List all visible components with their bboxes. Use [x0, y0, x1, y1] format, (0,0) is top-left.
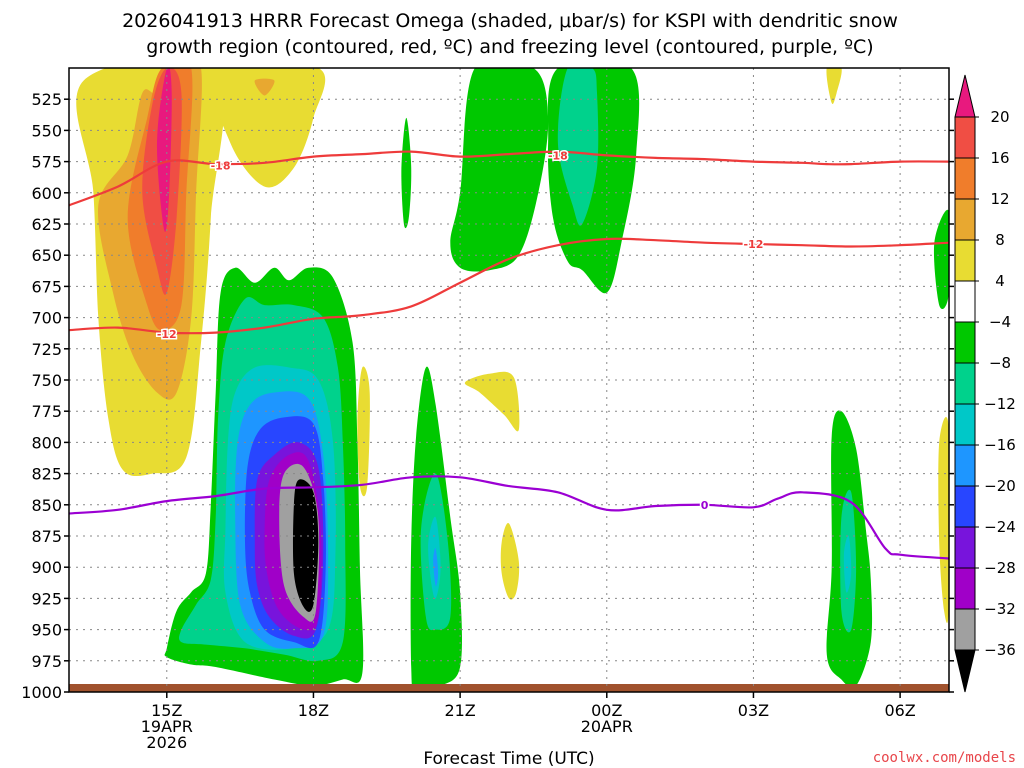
omega-region-6: [938, 416, 949, 623]
y-tick-label-800: 800: [31, 433, 62, 452]
colorbar-bin-8: [954, 403, 976, 446]
omega-region-18: [933, 209, 949, 309]
omega-region-8: [254, 78, 275, 96]
y-tick-label-625: 625: [31, 215, 62, 234]
colorbar-label-5: −4: [989, 313, 1011, 331]
omega-region-11: [156, 68, 172, 232]
colorbar-bin-3: [954, 198, 976, 241]
colorbar-label-0: 20: [990, 108, 1009, 126]
contour-line-2: [69, 475, 949, 560]
omega-region-27: [433, 548, 439, 587]
colorbar-label-7: −12: [984, 395, 1016, 413]
colorbar-label-4: 4: [995, 272, 1005, 290]
x-tick-label-2-3: 2026: [146, 733, 187, 752]
colorbar-label-2: 12: [990, 190, 1009, 208]
y-tick-label-750: 750: [31, 371, 62, 390]
colorbar-label-12: −32: [984, 600, 1016, 618]
x-axis-label: Forecast Time (UTC): [423, 749, 594, 768]
y-tick-label-600: 600: [31, 184, 62, 203]
contour-label-0-0: -18: [211, 159, 231, 172]
omega-region-3: [500, 523, 520, 600]
colorbar-bin-12: [954, 567, 976, 610]
omega-region-1: [210, 68, 326, 188]
y-tick-label-1000: 1000: [21, 683, 62, 702]
y-tick-label-975: 975: [31, 652, 62, 671]
colorbar-label-3: 8: [995, 231, 1005, 249]
colorbar-label-9: −20: [984, 477, 1016, 495]
colorbar-bin-7: [954, 362, 976, 405]
contour-line-1: [69, 237, 949, 335]
y-tick-label-575: 575: [31, 153, 62, 172]
y-tick-label-725: 725: [31, 340, 62, 359]
colorbar-bin-10: [954, 485, 976, 528]
colorbar-label-8: −16: [984, 436, 1016, 454]
omega-shading: [76, 68, 949, 691]
colorbar-bin-5: [954, 280, 976, 323]
y-tick-label-650: 650: [31, 246, 62, 265]
contour-label-2-0: 0: [701, 499, 709, 512]
colorbar-label-6: −8: [989, 354, 1011, 372]
y-tick-label-900: 900: [31, 558, 62, 577]
omega-region-5: [826, 68, 842, 104]
grid-lines: [69, 68, 949, 692]
y-axis: 525 550 575 600 625 650 675 700 725 750 775 800 825 8…: [21, 90, 954, 702]
colorbar: 20 16 12 8 4 −4 −8 −12 −16 −20 −24 −28 −32 −36: [954, 74, 1016, 693]
colorbar-bin-13: [954, 608, 976, 651]
colorbar-bin-4: [954, 239, 976, 282]
y-tick-label-700: 700: [31, 309, 62, 328]
y-tick-label-675: 675: [31, 277, 62, 296]
colorbar-bin-6: [954, 321, 976, 364]
colorbar-bin-2: [954, 157, 976, 200]
x-tick-label-14-1: 03Z: [738, 701, 769, 720]
credit-text: coolwx.com/models: [873, 750, 1016, 766]
contour-label-1-1: -12: [744, 238, 764, 251]
colorbar-bin-1: [954, 116, 976, 159]
y-tick-label-825: 825: [31, 465, 62, 484]
x-tick-label-2-2: 19APR: [141, 717, 193, 736]
colorbar-bin-9: [954, 444, 976, 487]
omega-region-32: [292, 479, 319, 612]
colorbar-label-1: 16: [990, 149, 1009, 167]
omega-region-15: [401, 117, 412, 229]
x-tick-label-11-1: 00Z: [591, 701, 622, 720]
colorbar-label-13: −36: [984, 641, 1016, 659]
colorbar-top-arrow: [954, 74, 976, 118]
contour-label-1-0: -12: [157, 328, 177, 341]
x-tick-label-8-1: 21Z: [444, 701, 475, 720]
omega-region-13: [450, 68, 549, 272]
y-tick-label-525: 525: [31, 90, 62, 109]
y-tick-label-775: 775: [31, 402, 62, 421]
x-tick-label-5-1: 18Z: [298, 701, 329, 720]
y-tick-label-850: 850: [31, 496, 62, 515]
y-tick-label-925: 925: [31, 589, 62, 608]
omega-region-2: [464, 371, 520, 432]
contour-line-0: [69, 150, 949, 207]
contour-label-0-1: -18: [548, 149, 568, 162]
chart-title-line-1: 2026041913 HRRR Forecast Omega (shaded, …: [122, 10, 898, 32]
colorbar-label-10: −24: [984, 518, 1016, 536]
colorbar-label-11: −28: [984, 559, 1016, 577]
omega-region-20: [557, 68, 599, 226]
y-tick-label-550: 550: [31, 121, 62, 140]
x-tick-label-2-1: 15Z: [151, 701, 182, 720]
chart-title-line-2: growth region (contoured, red, ºC) and f…: [146, 36, 873, 58]
ground-surface-band: [69, 684, 949, 692]
y-tick-label-875: 875: [31, 527, 62, 546]
temperature-contours: -18 -18 -12 -12 0: [69, 148, 949, 560]
x-tick-label-17-1: 06Z: [884, 701, 915, 720]
y-tick-label-950: 950: [31, 621, 62, 640]
omega-region-4: [357, 366, 370, 497]
omega-region-25: [843, 535, 852, 593]
colorbar-bottom-arrow: [954, 649, 976, 693]
colorbar-bin-11: [954, 526, 976, 569]
x-tick-label-11-2: 20APR: [581, 717, 633, 736]
